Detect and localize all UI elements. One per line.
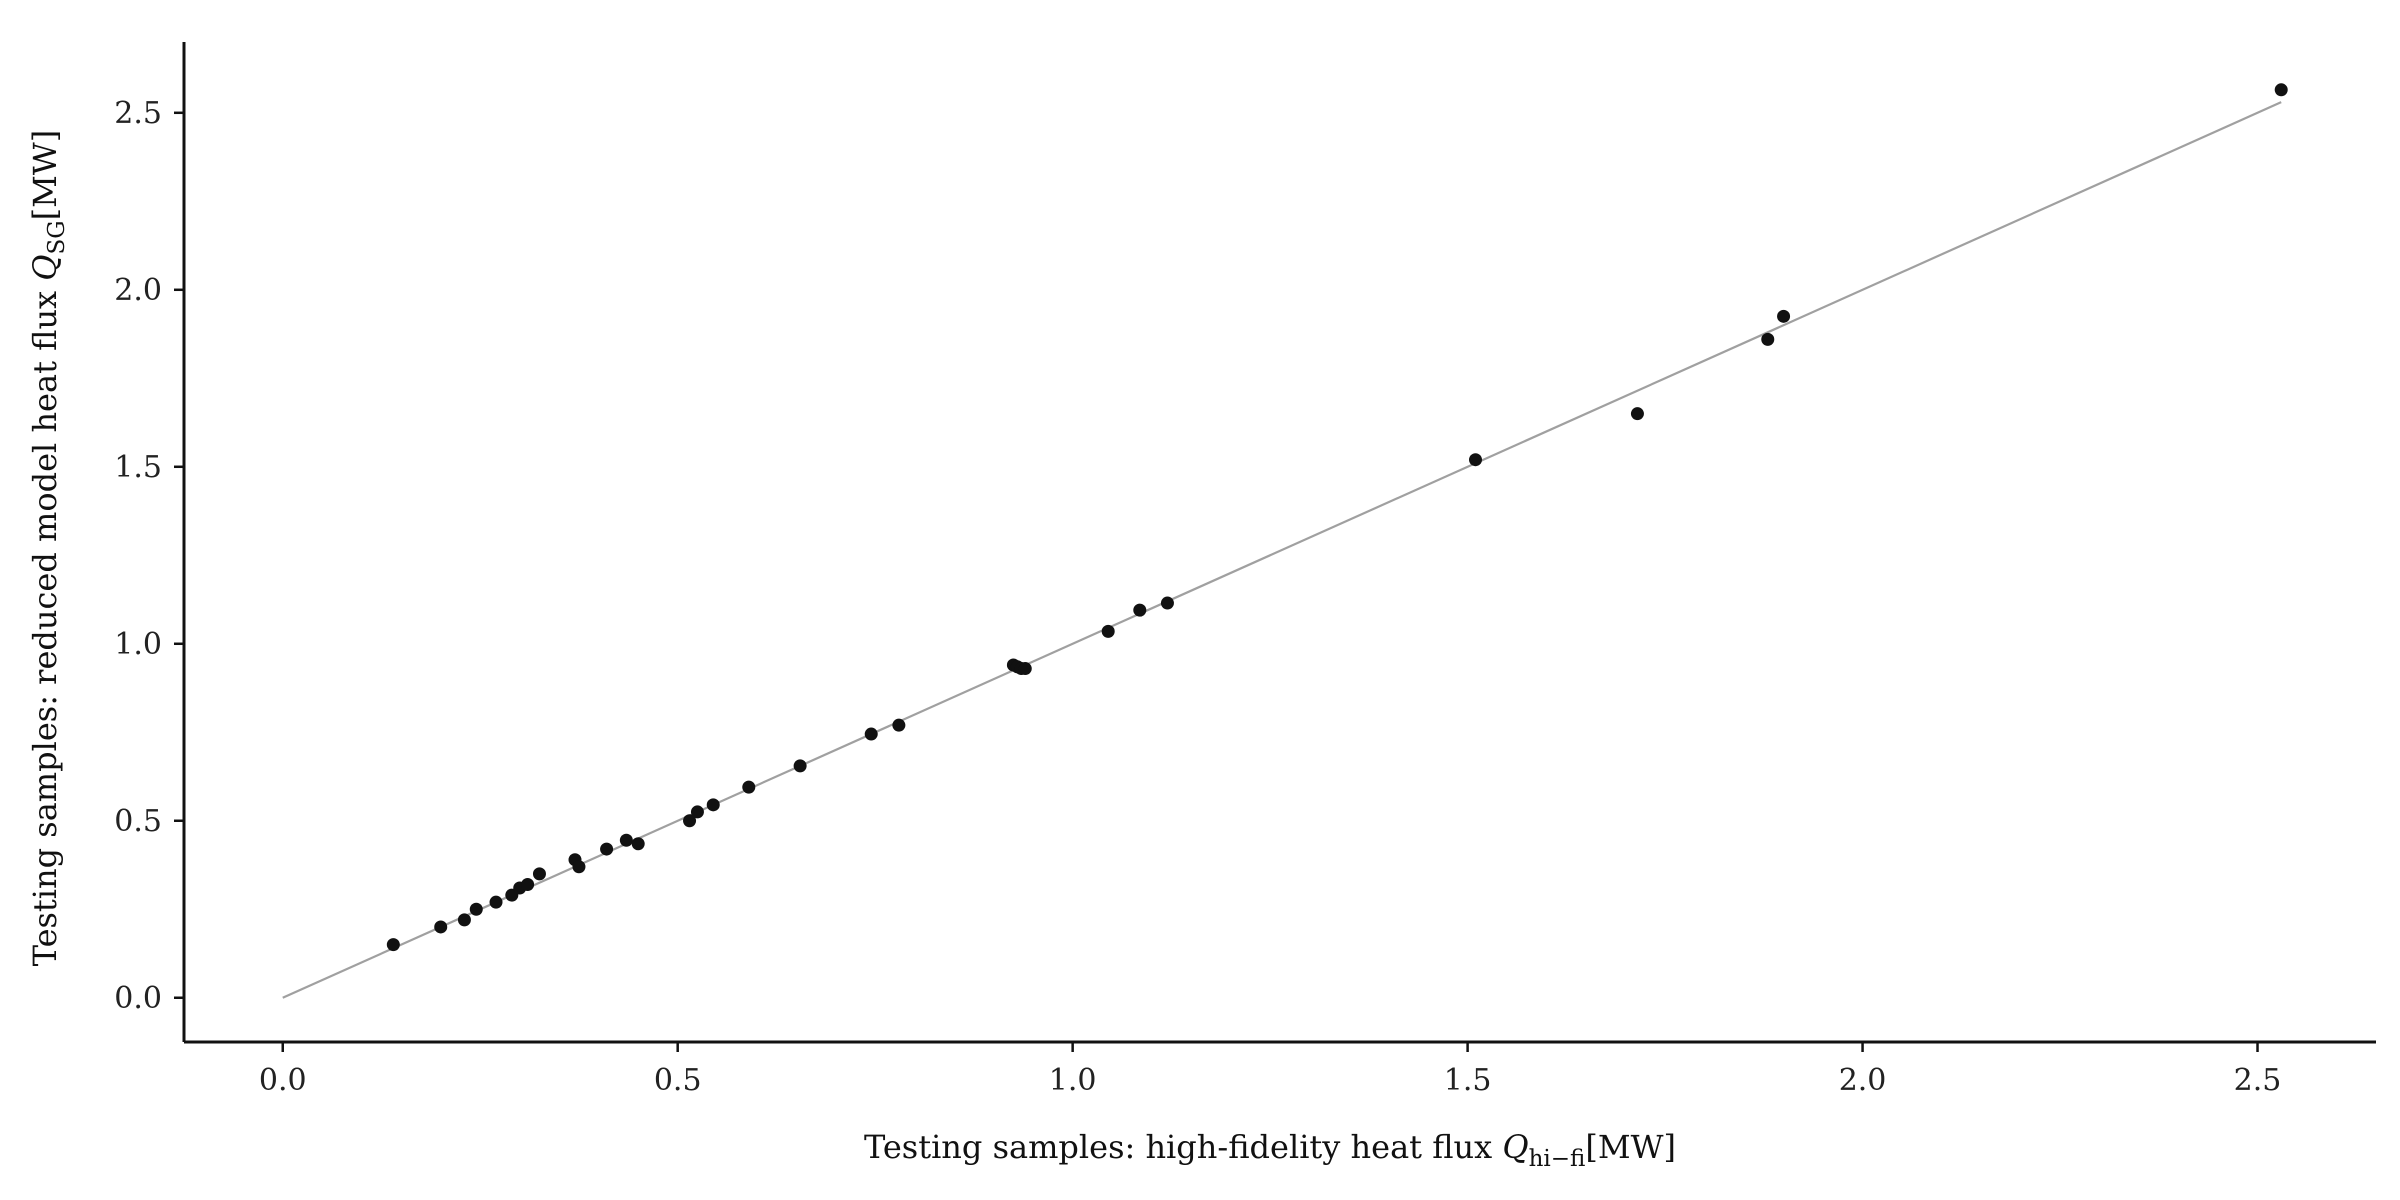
data-point — [386, 938, 400, 952]
y-axis-label-text: Testing samples: reduced model heat flux — [26, 281, 64, 967]
x-tick-label: 1.0 — [1049, 1063, 1097, 1098]
data-point — [532, 867, 546, 881]
y-axis-ticks: 0.0 0.5 1.0 1.5 2.0 2.5 — [114, 96, 184, 1016]
y-tick-label: 0.5 — [114, 804, 162, 839]
y-axis-label-symbol: Q — [26, 254, 64, 280]
x-tick-label: 2.5 — [2234, 1063, 2282, 1098]
data-point — [683, 814, 697, 828]
data-point — [619, 833, 633, 847]
data-point — [457, 913, 471, 927]
y-tick-label: 0.0 — [114, 981, 162, 1016]
x-axis-label-subscript: hi−fi — [1529, 1146, 1586, 1172]
data-point — [864, 727, 878, 741]
data-point — [489, 895, 503, 909]
data-points — [386, 83, 2288, 952]
x-axis-label: Testing samples: high-fidelity heat flux… — [864, 1128, 1676, 1172]
y-axis-label: Testing samples: reduced model heat flux… — [26, 130, 70, 967]
data-point — [434, 920, 448, 934]
y-tick-label: 1.5 — [114, 450, 162, 485]
x-tick-label: 2.0 — [1839, 1063, 1887, 1098]
y-axis-label-unit: [MW] — [26, 130, 64, 221]
data-point — [742, 780, 756, 794]
y-tick-label: 1.0 — [114, 627, 162, 662]
data-point — [1160, 596, 1174, 610]
data-point — [706, 798, 720, 812]
x-tick-label: 1.5 — [1444, 1063, 1492, 1098]
data-point — [1018, 662, 1032, 676]
x-axis-label-unit: [MW] — [1585, 1128, 1676, 1166]
data-point — [1133, 603, 1147, 617]
plot-area — [282, 83, 2288, 999]
data-point — [521, 877, 535, 891]
data-point — [572, 860, 586, 874]
data-point — [631, 837, 645, 851]
data-point — [1630, 407, 1644, 421]
data-point — [2274, 83, 2288, 97]
data-point — [690, 805, 704, 819]
x-tick-label: 0.5 — [654, 1063, 702, 1098]
x-tick-label: 0.0 — [259, 1063, 307, 1098]
data-point — [1469, 453, 1483, 467]
data-point — [1761, 332, 1775, 346]
data-point — [1101, 624, 1115, 638]
data-point — [469, 902, 483, 916]
data-point — [600, 842, 614, 856]
reference-line — [282, 101, 2282, 999]
data-point — [1777, 309, 1791, 323]
data-point — [892, 718, 906, 732]
y-axis-label-subscript: SG — [44, 220, 70, 254]
data-point — [793, 759, 807, 773]
x-axis-ticks: 0.0 0.5 1.0 1.5 2.0 2.5 — [259, 1042, 2281, 1098]
x-axis-label-symbol: Q — [1502, 1128, 1528, 1166]
y-tick-label: 2.0 — [114, 273, 162, 308]
x-axis-label-text: Testing samples: high-fidelity heat flux — [864, 1128, 1502, 1166]
y-tick-label: 2.5 — [114, 96, 162, 131]
